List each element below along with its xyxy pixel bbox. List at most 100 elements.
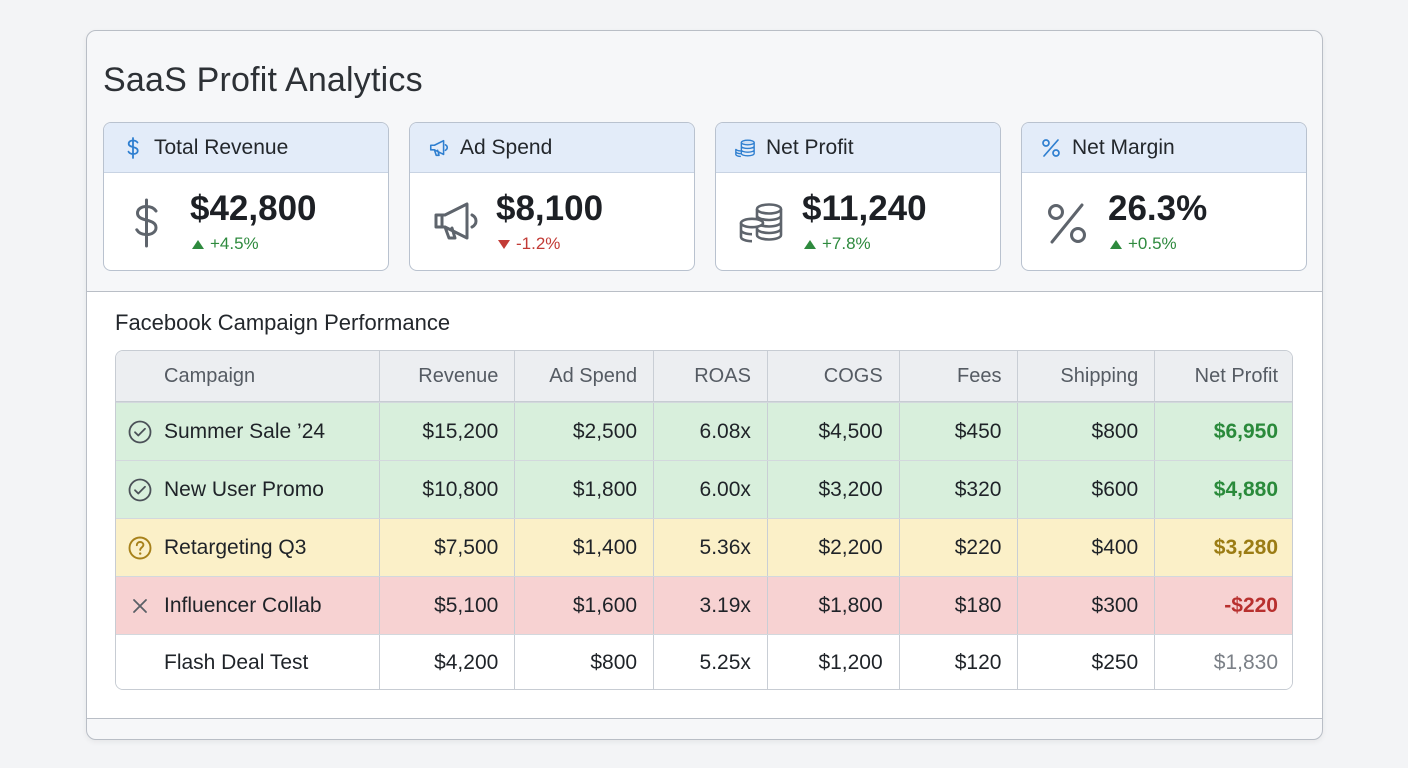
kpi-value: $8,100 — [496, 189, 604, 228]
revenue-cell: $4,200 — [380, 635, 516, 689]
column-header-fees[interactable]: Fees — [900, 351, 1019, 401]
check-circle-icon — [126, 476, 154, 504]
status-placeholder — [126, 649, 154, 677]
kpi-delta-text: -1.2% — [516, 234, 561, 253]
kpi-header: Net Profit — [716, 123, 1000, 173]
campaign-name: Flash Deal Test — [164, 651, 309, 674]
shipping-cell: $300 — [1018, 577, 1156, 634]
campaign-name: Influencer Collab — [164, 593, 322, 617]
campaign-name: Retargeting Q3 — [164, 535, 307, 559]
kpi-label: Net Margin — [1072, 135, 1175, 159]
table-row[interactable]: New User Promo $10,800 $1,800 6.00x $3,2… — [116, 460, 1292, 518]
kpi-delta: -1.2% — [498, 234, 560, 254]
revenue-cell: $10,800 — [380, 461, 516, 518]
campaign-cell: Flash Deal Test — [116, 635, 380, 689]
fees-cell: $180 — [900, 577, 1019, 634]
kpi-delta: +0.5% — [1110, 234, 1177, 254]
coins-icon — [734, 137, 756, 159]
fees-cell: $450 — [900, 403, 1019, 460]
kpi-delta: +4.5% — [192, 234, 259, 254]
fees-cell: $120 — [900, 635, 1019, 689]
coins-icon — [738, 195, 790, 251]
kpi-delta-text: +0.5% — [1128, 234, 1177, 253]
dollar-icon — [122, 136, 144, 159]
roas-cell: 5.36x — [654, 519, 768, 576]
campaign-section: Facebook Campaign Performance Campaign R… — [87, 291, 1322, 719]
table-row[interactable]: Retargeting Q3 $7,500 $1,400 5.36x $2,20… — [116, 518, 1292, 576]
kpi-header: Ad Spend — [410, 123, 694, 173]
net-profit-cell: $1,830 — [1213, 651, 1278, 674]
kpi-delta-text: +7.8% — [822, 234, 871, 253]
megaphone-icon — [432, 195, 484, 251]
net-profit-cell: $3,280 — [1213, 535, 1278, 559]
kpi-delta: +7.8% — [804, 234, 871, 254]
campaign-cell: New User Promo — [116, 461, 380, 518]
cogs-cell: $1,200 — [768, 635, 900, 689]
shipping-cell: $600 — [1018, 461, 1156, 518]
net-profit-cell: $4,880 — [1213, 477, 1278, 501]
shipping-cell: $400 — [1018, 519, 1156, 576]
column-header-cogs[interactable]: COGS — [768, 351, 900, 401]
campaign-cell: Summer Sale ’24 — [116, 403, 380, 460]
dashboard-panel: SaaS Profit Analytics Total Revenue $42,… — [86, 30, 1323, 740]
triangle-down-icon — [498, 239, 510, 249]
column-header-roas[interactable]: ROAS — [654, 351, 768, 401]
kpi-delta-text: +4.5% — [210, 234, 259, 253]
kpi-card-net-margin[interactable]: Net Margin 26.3% +0.5% — [1021, 122, 1307, 271]
kpi-card-total-revenue[interactable]: Total Revenue $42,800 +4.5% — [103, 122, 389, 271]
shipping-cell: $250 — [1018, 635, 1156, 689]
revenue-cell: $7,500 — [380, 519, 516, 576]
kpi-label: Ad Spend — [460, 135, 553, 159]
ad-spend-cell: $2,500 — [515, 403, 655, 460]
roas-cell: 6.00x — [654, 461, 768, 518]
kpi-card-net-profit[interactable]: Net Profit $11,240 +7.8% — [715, 122, 1001, 271]
triangle-up-icon — [1110, 239, 1122, 249]
campaign-table: Campaign Revenue Ad Spend ROAS COGS Fees… — [115, 350, 1293, 690]
question-circle-icon — [126, 534, 154, 562]
column-header-ad-spend[interactable]: Ad Spend — [515, 351, 655, 401]
net-profit-cell: -$220 — [1224, 593, 1278, 617]
cogs-cell: $4,500 — [768, 403, 900, 460]
kpi-value: 26.3% — [1108, 189, 1208, 228]
cogs-cell: $1,800 — [768, 577, 900, 634]
campaign-cell: Retargeting Q3 — [116, 519, 380, 576]
roas-cell: 5.25x — [654, 635, 768, 689]
campaign-name: New User Promo — [164, 477, 324, 501]
kpi-value: $11,240 — [802, 189, 927, 228]
kpi-label: Total Revenue — [154, 135, 289, 159]
fees-cell: $320 — [900, 461, 1019, 518]
roas-cell: 6.08x — [654, 403, 768, 460]
kpi-label: Net Profit — [766, 135, 854, 159]
ad-spend-cell: $800 — [515, 635, 655, 689]
ad-spend-cell: $1,400 — [515, 519, 655, 576]
ad-spend-cell: $1,600 — [515, 577, 655, 634]
shipping-cell: $800 — [1018, 403, 1156, 460]
table-row[interactable]: Flash Deal Test $4,200 $800 5.25x $1,200… — [116, 634, 1292, 689]
campaign-cell: Influencer Collab — [116, 577, 380, 634]
section-title: Facebook Campaign Performance — [115, 310, 451, 335]
triangle-up-icon — [804, 239, 816, 249]
table-row[interactable]: Influencer Collab $5,100 $1,600 3.19x $1… — [116, 576, 1292, 634]
cogs-cell: $3,200 — [768, 461, 900, 518]
net-profit-cell: $6,950 — [1213, 419, 1278, 443]
page-title: SaaS Profit Analytics — [103, 61, 423, 99]
roas-cell: 3.19x — [654, 577, 768, 634]
percent-icon — [1040, 137, 1062, 159]
kpi-card-ad-spend[interactable]: Ad Spend $8,100 -1.2% — [409, 122, 695, 271]
column-header-revenue[interactable]: Revenue — [380, 351, 516, 401]
column-header-campaign[interactable]: Campaign — [116, 351, 380, 401]
dollar-icon — [126, 195, 178, 251]
column-header-net-profit[interactable]: Net Profit — [1194, 364, 1278, 387]
kpi-header: Total Revenue — [104, 123, 388, 173]
check-circle-icon — [126, 418, 154, 446]
revenue-cell: $5,100 — [380, 577, 516, 634]
ad-spend-cell: $1,800 — [515, 461, 655, 518]
percent-icon — [1044, 195, 1096, 251]
column-header-shipping[interactable]: Shipping — [1018, 351, 1156, 401]
x-icon — [126, 592, 154, 620]
table-header-row: Campaign Revenue Ad Spend ROAS COGS Fees… — [116, 351, 1292, 402]
triangle-up-icon — [192, 239, 204, 249]
fees-cell: $220 — [900, 519, 1019, 576]
table-row[interactable]: Summer Sale ’24 $15,200 $2,500 6.08x $4,… — [116, 402, 1292, 460]
kpi-header: Net Margin — [1022, 123, 1306, 173]
